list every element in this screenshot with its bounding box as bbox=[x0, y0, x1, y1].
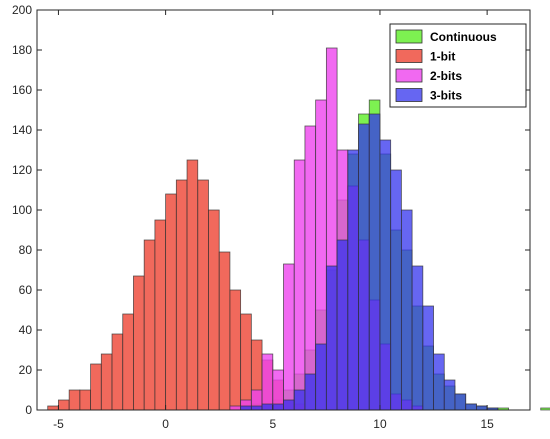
x-axis: -5 0 5 10 15 bbox=[53, 10, 494, 431]
histogram-bar bbox=[325, 265, 338, 411]
y-axis: 0 20 40 60 80 100 120 140 160 180 200 bbox=[12, 3, 530, 417]
histogram-bar bbox=[229, 405, 242, 411]
histogram-bar bbox=[240, 405, 252, 411]
histogram-bar bbox=[58, 399, 70, 411]
histogram-bar bbox=[143, 239, 156, 411]
histogram-bar bbox=[304, 125, 317, 411]
histogram-bar bbox=[315, 343, 327, 411]
y-tick-label: 60 bbox=[19, 283, 33, 297]
histogram-bar bbox=[304, 373, 317, 411]
histogram-bar bbox=[433, 353, 445, 411]
y-tick-label: 0 bbox=[25, 403, 32, 417]
histogram-bar bbox=[197, 179, 209, 411]
histogram-bar bbox=[218, 251, 231, 411]
histogram-bar bbox=[347, 149, 359, 411]
histogram-bar bbox=[443, 379, 456, 411]
histogram-bar bbox=[68, 389, 81, 411]
histogram-bar bbox=[250, 405, 263, 411]
histogram-bar bbox=[208, 209, 220, 411]
histogram-bar bbox=[400, 209, 413, 411]
histogram-bar bbox=[261, 353, 274, 411]
legend-swatch bbox=[395, 49, 423, 63]
histogram-bar bbox=[240, 313, 252, 411]
x-tick-label: 10 bbox=[373, 417, 387, 431]
histogram-bar bbox=[465, 403, 477, 411]
x-tick-label: 0 bbox=[162, 417, 169, 431]
histogram-bar bbox=[79, 389, 91, 411]
histogram-bar bbox=[476, 405, 488, 411]
histogram-bar bbox=[111, 333, 124, 411]
histogram-bar bbox=[454, 393, 467, 411]
histogram-bar bbox=[175, 179, 188, 411]
y-tick-label: 20 bbox=[19, 363, 33, 377]
histogram-bar bbox=[336, 239, 349, 411]
y-tick-label: 40 bbox=[19, 323, 33, 337]
histogram-bar bbox=[122, 313, 134, 411]
y-tick-label: 100 bbox=[12, 203, 32, 217]
histogram-bar bbox=[272, 403, 284, 411]
legend-label: 2-bits bbox=[430, 69, 462, 83]
histogram-bar bbox=[358, 123, 370, 411]
legend-swatch bbox=[395, 29, 423, 44]
histogram-bar bbox=[540, 407, 550, 411]
histogram-bar bbox=[133, 275, 145, 411]
legend: Continuous 1-bit 2-bits 3-bits bbox=[389, 23, 527, 108]
legend-label: Continuous bbox=[430, 30, 497, 44]
histogram-bar bbox=[283, 399, 295, 411]
histogram-bar bbox=[229, 289, 242, 411]
histogram-bar bbox=[379, 139, 392, 411]
histogram-bar bbox=[293, 389, 306, 411]
histogram-bar bbox=[368, 113, 381, 411]
y-tick-label: 120 bbox=[12, 163, 32, 177]
legend-label: 1-bit bbox=[430, 50, 455, 64]
histogram-bar bbox=[47, 405, 59, 411]
legend-label: 3-bits bbox=[430, 89, 462, 103]
y-tick-label: 140 bbox=[12, 123, 32, 137]
legend-swatch bbox=[395, 68, 423, 83]
series-1 bbox=[47, 159, 306, 411]
legend-swatch bbox=[395, 88, 423, 102]
x-tick-label: -5 bbox=[53, 417, 64, 431]
y-tick-label: 160 bbox=[12, 83, 32, 97]
histogram-bar bbox=[100, 353, 113, 411]
histogram-bar bbox=[283, 263, 295, 411]
histogram-bar bbox=[422, 305, 434, 411]
histogram-bar bbox=[293, 159, 306, 411]
histogram-bar bbox=[390, 169, 402, 411]
x-tick-label: 5 bbox=[269, 417, 276, 431]
histogram-bar bbox=[90, 363, 102, 411]
y-tick-label: 80 bbox=[19, 243, 33, 257]
histogram-bar bbox=[165, 193, 177, 411]
histogram-bar bbox=[154, 219, 167, 411]
y-tick-label: 200 bbox=[12, 3, 32, 17]
histogram-bar bbox=[186, 159, 199, 411]
histogram-bar bbox=[411, 265, 424, 411]
x-tick-label: 15 bbox=[480, 417, 494, 431]
y-tick-label: 180 bbox=[12, 43, 32, 57]
histogram-bar bbox=[261, 403, 274, 411]
